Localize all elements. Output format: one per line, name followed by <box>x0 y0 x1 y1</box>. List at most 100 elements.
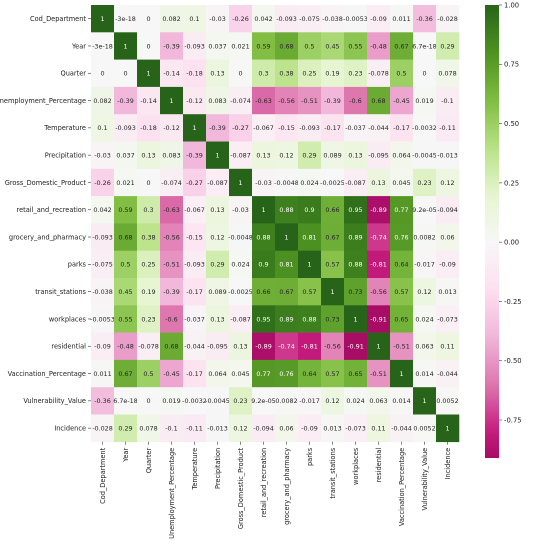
cell-value-label: 0.66 <box>256 288 270 296</box>
heatmap-cell-Quarter-Unemployment_Percentage <box>160 59 184 88</box>
cell-value-label: 0.064 <box>392 151 410 159</box>
heatmap-cell-Temperature-parks <box>298 114 322 142</box>
cell-value-label: 0.3 <box>258 70 268 78</box>
cell-value-label: 0.23 <box>417 179 431 187</box>
heatmap-cell-Unemployment_Percentage-Gross_Domestic_Product <box>229 86 253 115</box>
heatmap-cell-Vaccination_Percentage-Cod_Department <box>91 359 115 388</box>
cell-value-label: 0.13 <box>210 70 224 78</box>
heatmap-cell-grocery_and_pharmacy-Vulnerability_Value <box>413 223 437 251</box>
heatmap-cell-grocery_and_pharmacy-Vaccination_Percentage <box>390 223 414 251</box>
heatmap-cell-Vulnerability_Value-transit_stations <box>321 387 345 415</box>
cell-value-label: -0.093 <box>92 233 113 241</box>
heatmap-cell-residential-Cod_Department <box>91 332 115 361</box>
cell-value-label: 0.042 <box>93 206 111 214</box>
heatmap-cell-Vaccination_Percentage-retail_and_recreation <box>252 359 276 388</box>
cell-value-label: 0.13 <box>210 206 224 214</box>
heatmap-cell-workplaces-Vulnerability_Value <box>413 305 437 333</box>
heatmap-cell-Precipitation-Year <box>114 141 138 170</box>
heatmap-cell-retail_and_recreation-Temperature <box>183 196 207 224</box>
cell-value-label: 9.2e-05 <box>251 397 276 405</box>
cell-value-label: -0.038 <box>322 15 343 23</box>
heatmap-cell-Year-parks <box>298 32 322 60</box>
heatmap-cell-retail_and_recreation-grocery_and_pharmacy <box>275 196 299 224</box>
cell-value-label: 0.06 <box>279 424 293 432</box>
heatmap-cell-parks-Temperature <box>183 250 207 279</box>
cell-value-label: -0.03 <box>94 151 111 159</box>
cell-value-label: 6.7e-18 <box>113 397 138 405</box>
heatmap-cell-Quarter-Quarter <box>137 59 161 88</box>
cell-value-label: -0.013 <box>207 424 228 432</box>
heatmap-cell-Vaccination_Percentage-Precipitation <box>206 359 230 388</box>
cell-value-label: 0.063 <box>415 343 433 351</box>
heatmap-cell-transit_stations-transit_stations <box>321 278 345 306</box>
heatmap-cell-residential-Temperature <box>183 332 207 361</box>
cell-value-label: 0.67 <box>325 233 339 241</box>
heatmap-cell-Temperature-transit_stations <box>321 114 345 142</box>
cell-value-label: 0.25 <box>141 261 155 269</box>
cell-value-label: -0.0053 <box>90 315 115 323</box>
cell-value-label: 1 <box>353 315 357 323</box>
heatmap-cell-retail_and_recreation-parks <box>298 196 322 224</box>
heatmap-cell-grocery_and_pharmacy-Gross_Domestic_Product <box>229 223 253 251</box>
heatmap-cell-Temperature-Cod_Department <box>91 114 115 142</box>
heatmap-cell-Precipitation-transit_stations <box>321 141 345 170</box>
heatmap-cell-Temperature-Incidence <box>436 114 460 142</box>
column-label: Vaccination_Percentage <box>398 448 406 526</box>
cell-value-label: 0.037 <box>208 42 226 50</box>
cell-value-label: -0.15 <box>186 233 203 241</box>
cell-value-label: -0.17 <box>324 124 341 132</box>
cell-value-label: -0.6 <box>165 315 177 323</box>
cell-value-label: -0.037 <box>184 315 205 323</box>
heatmap-cell-Precipitation-Quarter <box>137 141 161 170</box>
heatmap-cell-Gross_Domestic_Product-Precipitation <box>206 168 230 197</box>
heatmap-cell-Quarter-retail_and_recreation <box>252 59 276 88</box>
heatmap-cell-workplaces-transit_stations <box>321 305 345 333</box>
column-label: residential <box>375 448 383 483</box>
cell-value-label: 0.063 <box>369 397 387 405</box>
heatmap-cell-retail_and_recreation-Unemployment_Percentage <box>160 196 184 224</box>
cell-value-label: 0.68 <box>279 42 293 50</box>
cell-value-label: -0.093 <box>184 42 205 50</box>
cell-value-label: 0.083 <box>208 97 226 105</box>
cell-value-label: 9.2e-05 <box>412 206 437 214</box>
cell-value-label: 0.64 <box>394 261 408 269</box>
column-label: Temperature <box>191 448 199 491</box>
cell-value-label: 0.66 <box>325 206 339 214</box>
heatmap-cell-retail_and_recreation-Gross_Domestic_Product <box>229 196 253 224</box>
heatmap-cell-Gross_Domestic_Product-Temperature <box>183 168 207 197</box>
cell-value-label: 0.76 <box>279 370 293 378</box>
cell-value-label: -0.093 <box>115 124 136 132</box>
cell-value-label: 0.082 <box>93 97 111 105</box>
heatmap-cell-Quarter-parks <box>298 59 322 88</box>
cell-value-label: -0.074 <box>230 97 251 105</box>
cell-value-label: 0.65 <box>348 370 362 378</box>
heatmap-cell-Gross_Domestic_Product-Gross_Domestic_Product <box>229 168 253 197</box>
cell-value-label: 0.67 <box>118 370 132 378</box>
heatmap-cell-Vaccination_Percentage-grocery_and_pharmacy <box>275 359 299 388</box>
cell-value-label: 0.29 <box>118 424 132 432</box>
heatmap-cell-Cod_Department-Year <box>114 5 138 33</box>
heatmap-cell-transit_stations-Vulnerability_Value <box>413 278 437 306</box>
heatmap-cell-Temperature-Vaccination_Percentage <box>390 114 414 142</box>
cell-value-label: 1 <box>215 151 219 159</box>
cell-value-label: -0.0032 <box>412 124 437 132</box>
heatmap-cell-Incidence-Unemployment_Percentage <box>160 414 184 443</box>
heatmap-cell-Gross_Domestic_Product-transit_stations <box>321 168 345 197</box>
heatmap-cell-workplaces-Year <box>114 305 138 333</box>
heatmap-cell-Unemployment_Percentage-Cod_Department <box>91 86 115 115</box>
cell-value-label: -0.39 <box>209 124 226 132</box>
cell-value-label: -0.0025 <box>228 288 253 296</box>
cell-value-label: 0.68 <box>371 97 385 105</box>
cell-value-label: 0.81 <box>279 261 293 269</box>
heatmap-cell-workplaces-Cod_Department <box>91 305 115 333</box>
cell-value-label: 0.0082 <box>413 233 435 241</box>
cell-value-label: 0.5 <box>304 42 314 50</box>
heatmap-cell-Incidence-transit_stations <box>321 414 345 443</box>
cell-value-label: -0.013 <box>437 151 458 159</box>
heatmap-cell-Vulnerability_Value-Quarter <box>137 387 161 415</box>
cell-value-label: -0.044 <box>184 343 205 351</box>
heatmap-cell-Quarter-grocery_and_pharmacy <box>275 59 299 88</box>
cell-value-label: -0.0045 <box>205 397 230 405</box>
heatmap-cell-transit_stations-Cod_Department <box>91 278 115 306</box>
heatmap-cell-Temperature-residential <box>367 114 391 142</box>
